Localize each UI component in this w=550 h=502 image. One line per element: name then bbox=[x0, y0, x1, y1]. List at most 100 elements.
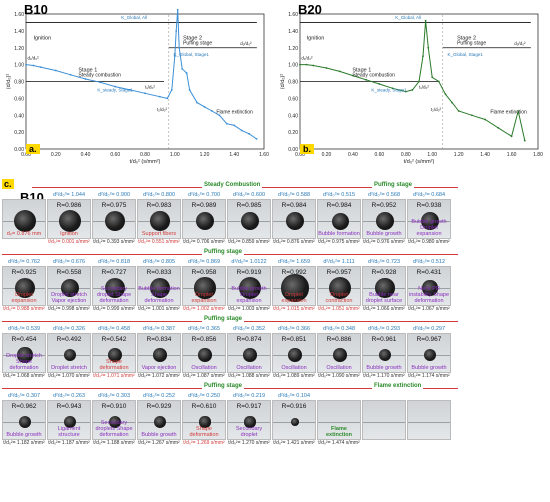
data-point bbox=[218, 114, 221, 117]
roundness-label: R=0.984 bbox=[281, 202, 307, 209]
stage-label-right: Flame extinction bbox=[372, 383, 424, 389]
droplet-frame: R=0.983 Support fibers bbox=[137, 199, 181, 239]
droplet bbox=[243, 348, 257, 362]
roundness-label: R=0.856 bbox=[191, 336, 217, 343]
time-label: t/d₀²= 1.068 s/mm² bbox=[3, 373, 45, 379]
ignition-label: Ignition bbox=[33, 35, 51, 41]
frame-cell: d²/d₀²= 0.568 R=0.952 Bubble growth t/d₀²= … bbox=[362, 192, 406, 246]
time-label: t/d₀²= 0.998 s/mm² bbox=[48, 306, 90, 312]
data-point bbox=[166, 97, 169, 100]
support-fiber bbox=[318, 422, 360, 423]
x-tick-label: 0.00 bbox=[21, 152, 31, 158]
image-row: Steady Combustion Puffing stage d₀= 0.876 … bbox=[2, 182, 548, 246]
time-label bbox=[407, 440, 451, 447]
chart-b20-svg: 0.00 0.20 0.40 0.60 0.80 1.00 1.20 1.40 1.60 0.00… bbox=[280, 12, 543, 165]
chart-panel-b20: 0.00 0.20 0.40 0.60 0.80 1.00 1.20 1.40 1.60 0.00… bbox=[278, 2, 544, 174]
roundness-label: R=0.957 bbox=[326, 269, 352, 276]
frame-cell: d₀= 0.876 mm bbox=[2, 192, 46, 246]
y-tick-label: 1.20 bbox=[288, 46, 298, 52]
droplet bbox=[13, 209, 37, 233]
data-point bbox=[175, 29, 178, 32]
frame-annotation: Support fibers bbox=[141, 231, 177, 237]
frame-annotation: Bubble growth bbox=[366, 365, 402, 371]
ratio-d2-label: d₂/d₀² bbox=[514, 41, 526, 46]
diameter-ratio-label: d²/d₀²= 0.104 bbox=[277, 393, 311, 399]
x-tick-label: 1.40 bbox=[229, 152, 239, 158]
roundness-label: R=0.851 bbox=[281, 336, 307, 343]
data-point bbox=[170, 89, 173, 91]
x-tick-label: 0.20 bbox=[51, 152, 61, 158]
time-label: t/d₀²= 0.551 s/mm² bbox=[138, 239, 180, 245]
droplet-frame: R=0.957 Droplet contraction bbox=[317, 266, 361, 306]
frame-cell: d²/d₀²= 0.252 R=0.929 Bubble growth t/d₀²= … bbox=[137, 393, 181, 447]
y-tick-label: 0.80 bbox=[288, 80, 298, 86]
panel-tag-a: a. bbox=[26, 144, 40, 154]
diameter-ratio-label: d²/d₀²= 0.366 bbox=[277, 326, 311, 332]
roundness-label: R=0.985 bbox=[236, 202, 262, 209]
chart-title-b10: B10 bbox=[24, 2, 48, 17]
frame-row: d²/d₀²= 0.307 R=0.962 Bubble growth t/d₀²= … bbox=[2, 393, 548, 447]
droplet-frame: R=0.961 Bubble growth bbox=[362, 333, 406, 373]
time-label: t/d₀²= 1.170 s/mm² bbox=[363, 373, 405, 379]
data-point bbox=[305, 63, 308, 66]
roundness-label: R=0.962 bbox=[11, 403, 37, 410]
frame-annotation: Neck PR instability Shape deformation bbox=[408, 286, 450, 304]
roundness-label: R=0.874 bbox=[236, 336, 262, 343]
diameter-ratio-label: d²/d₀²= 0.293 bbox=[367, 326, 401, 332]
time-label: t/d₀²= 1.188 s/mm² bbox=[93, 440, 135, 446]
time-label: t/d₀²= 1.066 s/mm² bbox=[363, 306, 405, 312]
time-label: t/d₀²= 0.980 s/mm² bbox=[408, 239, 450, 245]
time-label: t/d₀²= 1.072 s/mm² bbox=[138, 373, 180, 379]
droplet bbox=[104, 277, 126, 299]
stage1-sub-label: Steady combustion bbox=[352, 72, 395, 78]
droplet bbox=[328, 276, 352, 300]
y-axis-label: (d/d₀)² bbox=[6, 74, 12, 90]
data-point bbox=[510, 135, 513, 138]
data-point bbox=[470, 114, 473, 117]
frame-cell: d²/d₀²= 1.659 R=0.992 Droplet expansion t/d… bbox=[272, 259, 316, 313]
droplet bbox=[195, 211, 215, 231]
x-tick-label: 1.60 bbox=[259, 152, 269, 158]
data-point bbox=[325, 67, 328, 69]
data-point bbox=[457, 110, 460, 112]
time-label: t/d₀²= 0.876 s/mm² bbox=[273, 239, 315, 245]
time-label: t/d₀²= 1.267 s/mm² bbox=[138, 440, 180, 446]
x-tick-label: 0.00 bbox=[295, 152, 305, 158]
frame-cell: d²/d₀²= 0.762 R=0.925 Droplet expansion t/d… bbox=[2, 259, 46, 313]
y-tick-label: 0.60 bbox=[14, 96, 24, 102]
frame-annotation: Droplet stretch Vapor ejection bbox=[51, 292, 87, 304]
y-tick-label: 1.00 bbox=[14, 63, 24, 69]
diameter-ratio-label: d²/d₀²= 0.387 bbox=[142, 326, 176, 332]
ratio-t1-label: t₁/d₀² bbox=[145, 84, 155, 89]
roundness-label: R=0.492 bbox=[56, 336, 82, 343]
data-point bbox=[185, 72, 188, 74]
k-steady-label: K_steady, Stage1 bbox=[97, 88, 133, 93]
diameter-ratio-label: d²/d₀²= 0.684 bbox=[412, 192, 446, 198]
droplet bbox=[375, 278, 395, 298]
data-point bbox=[517, 110, 520, 112]
diameter-ratio-label: d²/d₀²= 0.219 bbox=[232, 393, 266, 399]
roundness-label: R=0.610 bbox=[191, 403, 217, 410]
data-point bbox=[203, 105, 206, 108]
diameter-ratio-label: d²/d₀²= 0.869 bbox=[187, 259, 221, 265]
frame-cell: d²/d₀²= 0.512 R=0.431 Neck PR instability … bbox=[407, 259, 451, 313]
data-point bbox=[114, 85, 117, 88]
droplet-frame: R=0.910 Secondary droplets Shape deformat… bbox=[92, 400, 136, 440]
time-label: t/d₀²= 0.975 s/mm² bbox=[318, 239, 360, 245]
droplet bbox=[58, 209, 82, 233]
droplet-frame: d₀= 0.876 mm bbox=[2, 199, 46, 239]
droplet-image-grid: Steady Combustion Puffing stage d₀= 0.876 … bbox=[2, 182, 548, 450]
flame-extinction-label: Flame extinction bbox=[216, 110, 253, 116]
x-tick-label: 1.20 bbox=[200, 152, 210, 158]
time-label: t/d₀²= 1.269 s/mm² bbox=[183, 440, 225, 446]
support-fiber bbox=[408, 422, 450, 423]
ratio-d2-label: d₂/d₀² bbox=[240, 41, 252, 46]
x-tick-label: 0.60 bbox=[374, 152, 384, 158]
stage2-label: Stage 2 bbox=[457, 35, 476, 41]
roundness-label: R=0.834 bbox=[146, 336, 172, 343]
diameter-ratio-label: d²/d₀²= 0.326 bbox=[52, 326, 86, 332]
droplet bbox=[18, 415, 32, 429]
frame-annotation: Droplet stretch Shape deformation bbox=[6, 353, 42, 371]
data-point bbox=[69, 73, 72, 76]
droplet bbox=[198, 348, 212, 362]
